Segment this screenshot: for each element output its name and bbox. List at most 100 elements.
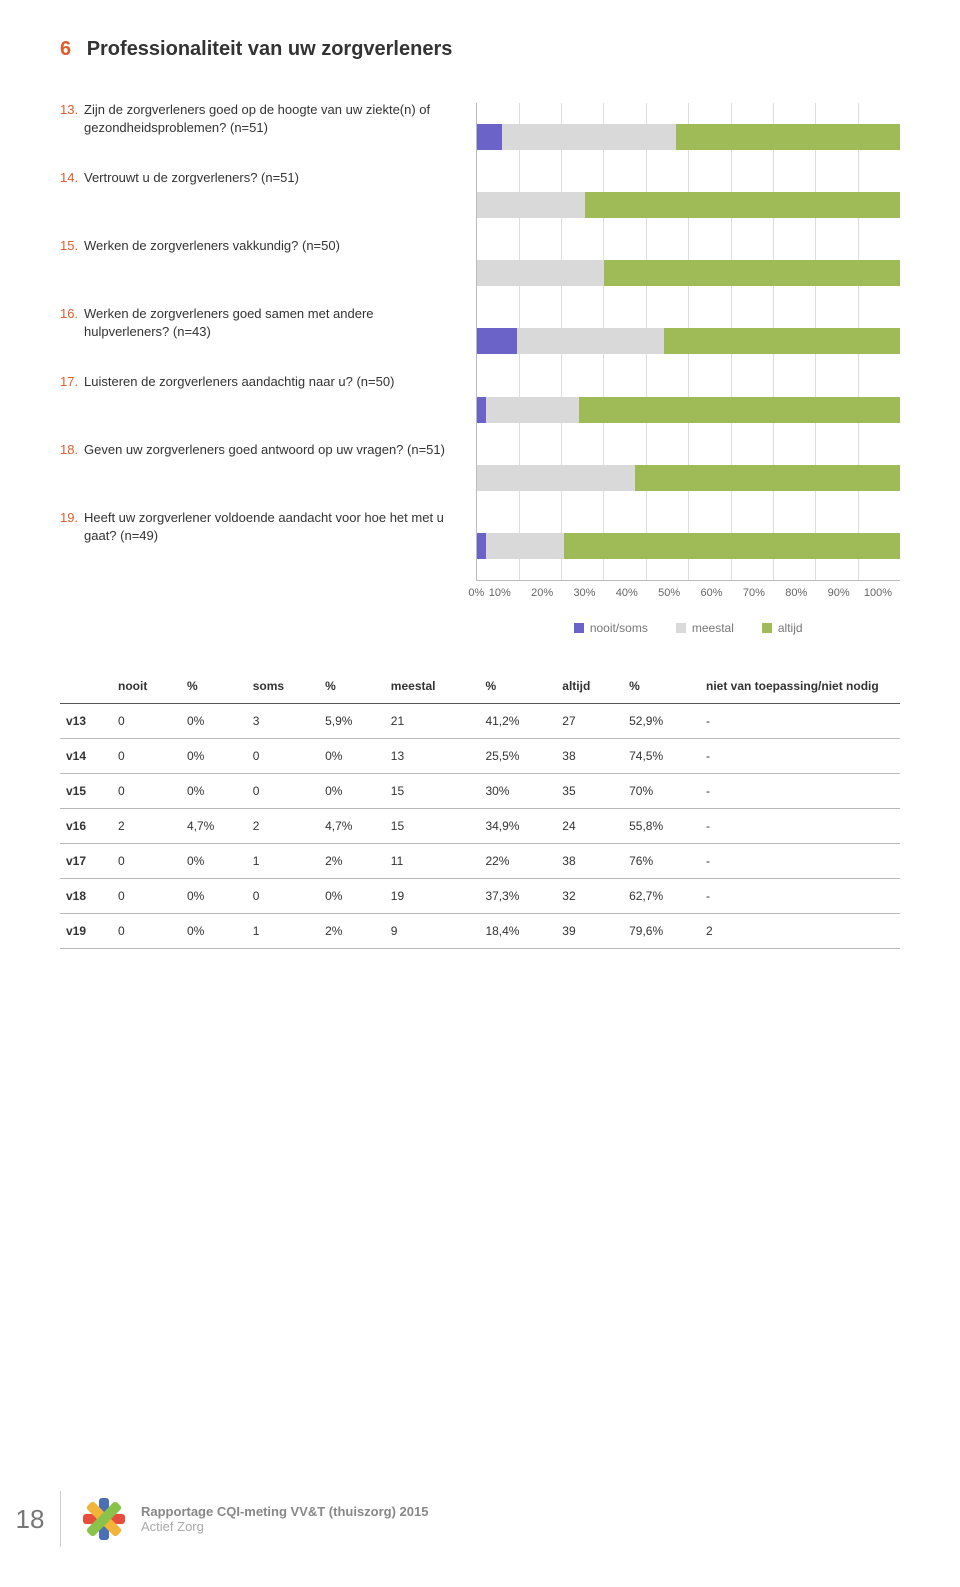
table-cell: 2: [112, 809, 181, 844]
chart-bar-row: [477, 397, 900, 423]
table-cell: 0%: [181, 844, 247, 879]
table-cell: 74,5%: [623, 739, 700, 774]
legend-item: nooit/soms: [574, 621, 648, 635]
table-cell: 0: [112, 844, 181, 879]
chart-segment-altijd: [635, 465, 900, 491]
table-header: niet van toepassing/niet nodig: [700, 669, 900, 704]
table-cell: -: [700, 774, 900, 809]
x-axis-label: 50%: [638, 587, 680, 599]
question-item: 14.Vertrouwt u de zorgverleners? (n=51): [60, 169, 446, 215]
legend-item: meestal: [676, 621, 734, 635]
section-title: 6 Professionaliteit van uw zorgverleners: [60, 38, 900, 61]
table-cell: 25,5%: [479, 739, 556, 774]
table-cell: -: [700, 879, 900, 914]
table-cell: 11: [385, 844, 480, 879]
table-cell: 0%: [181, 879, 247, 914]
table-cell: 4,7%: [319, 809, 385, 844]
page-footer: 18 Rapportage CQI-meting VV&T (thuiszorg…: [0, 1491, 960, 1547]
table-cell: 0: [247, 739, 319, 774]
question-number: 13.: [60, 101, 84, 147]
table-cell: 38: [556, 844, 623, 879]
footer-divider: [60, 1491, 61, 1547]
chart-segment-meestal: [477, 465, 635, 491]
question-number: 18.: [60, 441, 84, 487]
table-cell: 13: [385, 739, 480, 774]
table-header: soms: [247, 669, 319, 704]
chart-segment-nooit_soms: [477, 397, 485, 423]
question-text: Werken de zorgverleners vakkundig? (n=50…: [84, 237, 340, 283]
table-cell: 0%: [181, 914, 247, 949]
legend-label: altijd: [778, 621, 803, 635]
table-cell: 2: [700, 914, 900, 949]
table-row: v1800%00%1937,3%3262,7%-: [60, 879, 900, 914]
table-cell: 1: [247, 844, 319, 879]
chart-segment-nooit_soms: [477, 533, 485, 559]
table-cell: -: [700, 704, 900, 739]
table-cell: 1: [247, 914, 319, 949]
chart-x-axis: 0%10%20%30%40%50%60%70%80%90%100%: [476, 587, 900, 599]
table-cell: 27: [556, 704, 623, 739]
table-header: %: [623, 669, 700, 704]
table-cell: 2: [247, 809, 319, 844]
table-cell: v16: [60, 809, 112, 844]
chart-segment-meestal: [486, 533, 564, 559]
table-cell: 79,6%: [623, 914, 700, 949]
table-cell: 0%: [319, 879, 385, 914]
question-list: 13.Zijn de zorgverleners goed op de hoog…: [60, 101, 446, 635]
chart-legend: nooit/soms meestal altijd: [476, 621, 900, 635]
table-cell: 55,8%: [623, 809, 700, 844]
table-header: [60, 669, 112, 704]
table-cell: 3: [247, 704, 319, 739]
table-cell: 37,3%: [479, 879, 556, 914]
x-axis-label: 100%: [850, 587, 892, 599]
question-item: 13.Zijn de zorgverleners goed op de hoog…: [60, 101, 446, 147]
x-axis-label: 20%: [511, 587, 553, 599]
chart-segment-meestal: [477, 192, 585, 218]
legend-swatch: [574, 623, 584, 633]
data-table: nooit%soms%meestal%altijd%niet van toepa…: [60, 669, 900, 949]
chart-segment-altijd: [604, 260, 900, 286]
table-cell: 9: [385, 914, 480, 949]
table-row: v1624,7%24,7%1534,9%2455,8%-: [60, 809, 900, 844]
chart-bar-row: [477, 328, 900, 354]
table-header: altijd: [556, 669, 623, 704]
table-cell: 62,7%: [623, 879, 700, 914]
question-item: 16.Werken de zorgverleners goed samen me…: [60, 305, 446, 351]
x-axis-label: 80%: [765, 587, 807, 599]
table-cell: 0%: [181, 739, 247, 774]
table-cell: 0: [112, 879, 181, 914]
table-cell: 0: [112, 914, 181, 949]
table-cell: -: [700, 739, 900, 774]
chart-segment-meestal: [517, 328, 664, 354]
table-row: v1400%00%1325,5%3874,5%-: [60, 739, 900, 774]
footer-title: Rapportage CQI-meting VV&T (thuiszorg) 2…: [141, 1504, 428, 1519]
table-cell: 24: [556, 809, 623, 844]
chart-segment-altijd: [564, 533, 900, 559]
section-title-text: Professionaliteit van uw zorgverleners: [87, 38, 453, 60]
question-number: 17.: [60, 373, 84, 419]
question-text: Werken de zorgverleners goed samen met a…: [84, 305, 446, 351]
chart-bar-row: [477, 124, 900, 150]
x-axis-label: 60%: [680, 587, 722, 599]
table-header: meestal: [385, 669, 480, 704]
logo-icon: [83, 1498, 125, 1540]
table-cell: 19: [385, 879, 480, 914]
table-cell: 30%: [479, 774, 556, 809]
table-header: %: [479, 669, 556, 704]
chart-segment-meestal: [477, 260, 604, 286]
table-cell: 18,4%: [479, 914, 556, 949]
table-cell: 38: [556, 739, 623, 774]
table-cell: 0: [112, 774, 181, 809]
table-cell: 15: [385, 809, 480, 844]
legend-swatch: [676, 623, 686, 633]
x-axis-label: 10%: [468, 587, 510, 599]
legend-swatch: [762, 623, 772, 633]
chart-bar-row: [477, 192, 900, 218]
question-number: 16.: [60, 305, 84, 351]
x-axis-label: 40%: [595, 587, 637, 599]
question-item: 18.Geven uw zorgverleners goed antwoord …: [60, 441, 446, 487]
x-axis-label: 70%: [723, 587, 765, 599]
table-cell: -: [700, 809, 900, 844]
table-cell: 0%: [319, 739, 385, 774]
table-cell: v14: [60, 739, 112, 774]
